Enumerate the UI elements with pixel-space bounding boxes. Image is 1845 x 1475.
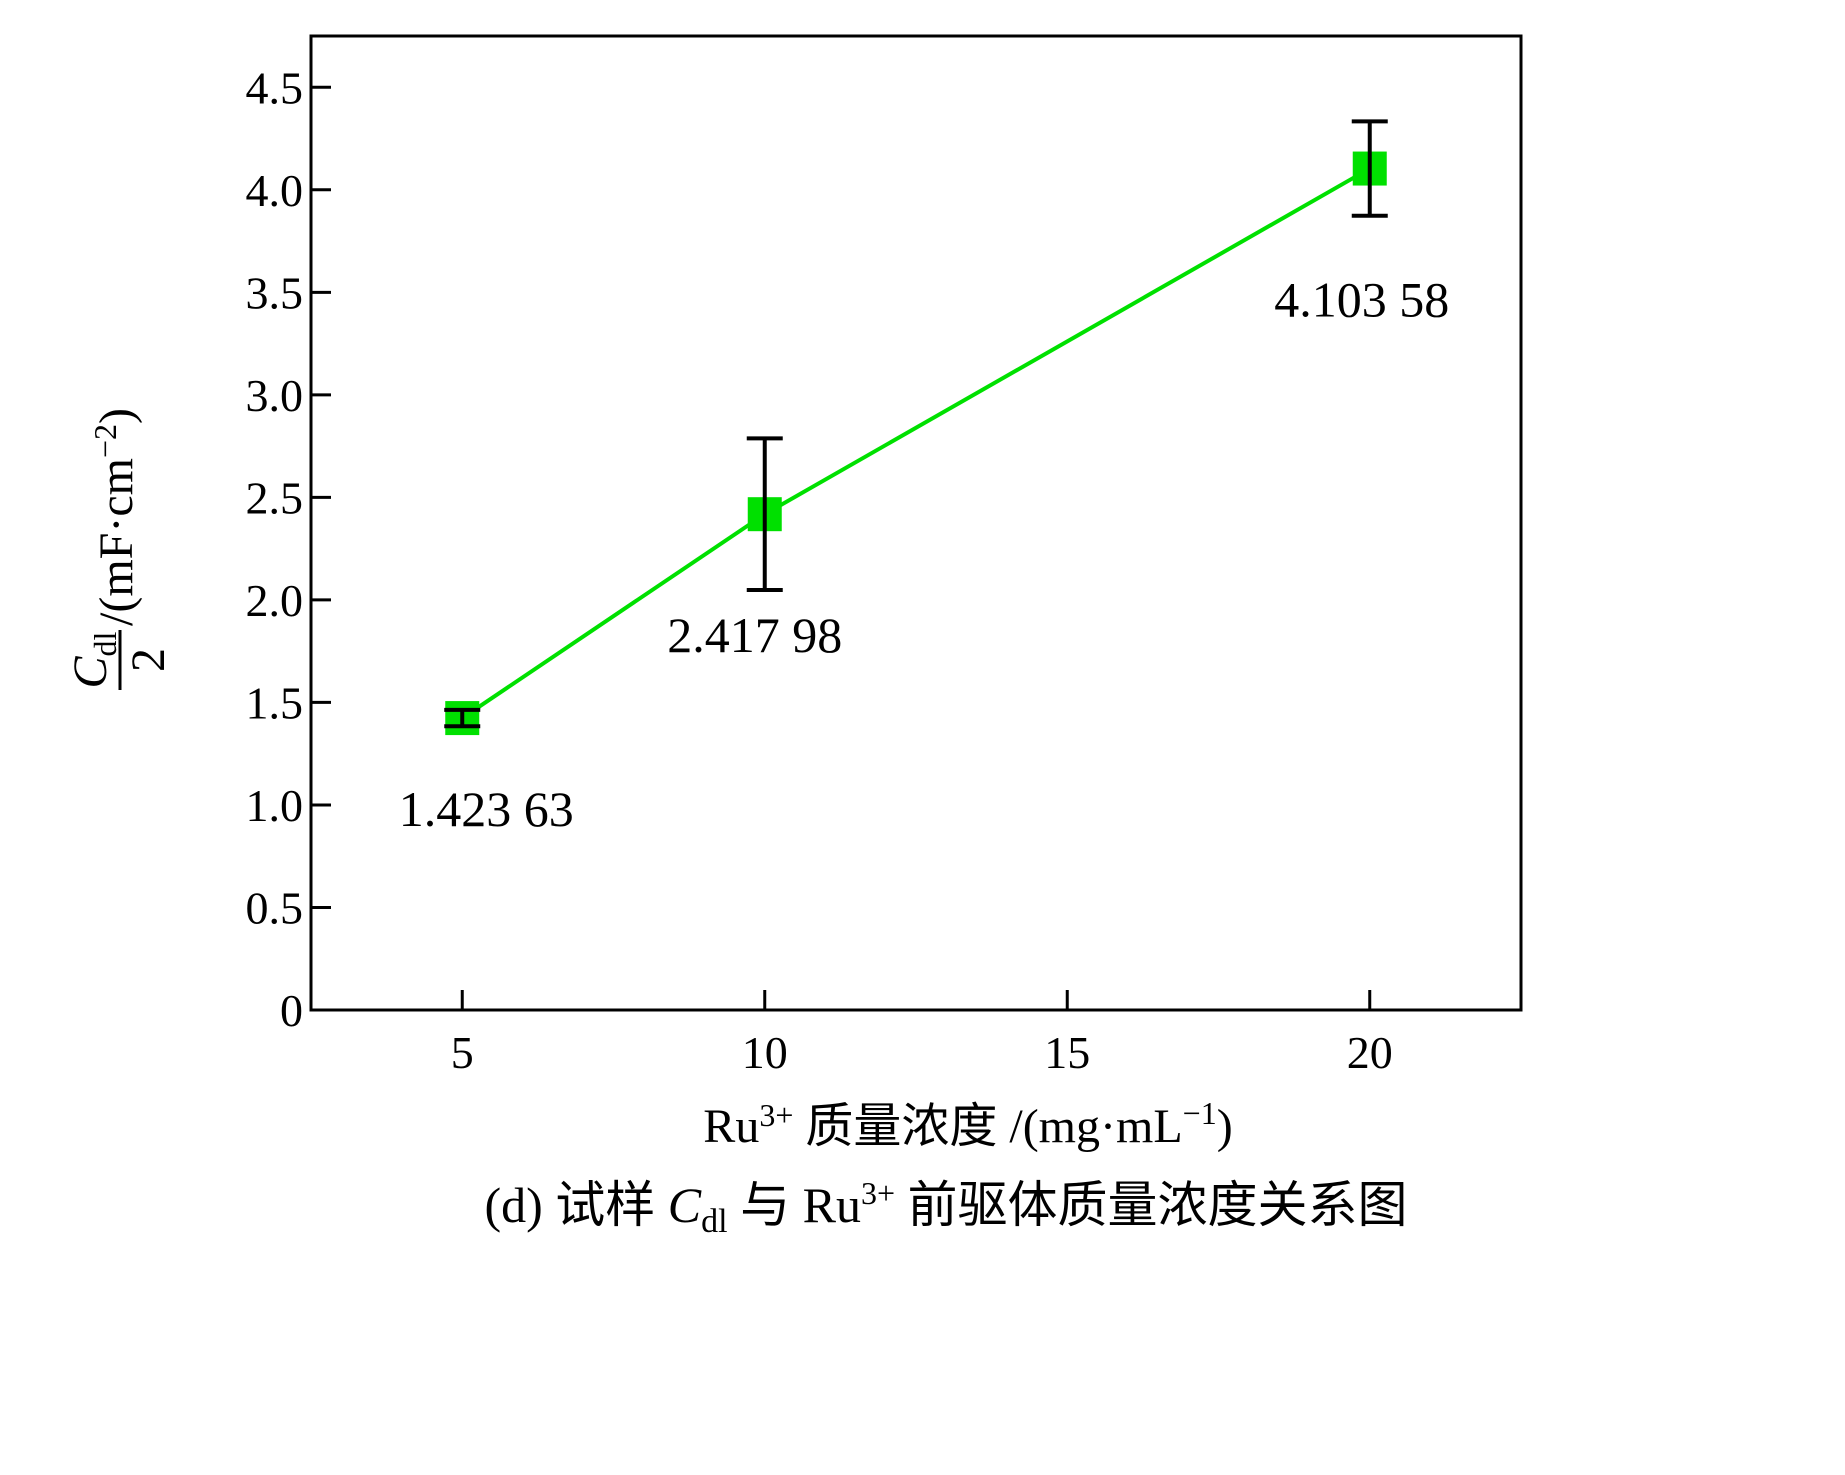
- caption-middle: 与 Ru: [728, 1177, 861, 1233]
- x-tick-label: 20: [1347, 1027, 1393, 1078]
- figure-caption: (d) 试样 Cdl 与 Ru3+ 前驱体质量浓度关系图: [484, 1175, 1407, 1240]
- x-axis-label: Ru3+ 质量浓度 /(mg·mL−1): [703, 1095, 1232, 1153]
- caption-prefix: (d) 试样: [484, 1177, 667, 1233]
- caption-c-sub: dl: [701, 1203, 727, 1240]
- y-tick-label: 1.0: [246, 780, 304, 831]
- x-axis-label-text: 质量浓度 /(mg·mL: [793, 1100, 1182, 1153]
- data-label-group: 1.423 63 2.417 98 4.103 58: [399, 272, 1450, 838]
- y-tick-label: 4.5: [246, 62, 304, 113]
- series-line: [461, 166, 1371, 720]
- y-axis-label: Cdl 2 /(mF·cm−2): [64, 408, 175, 690]
- plot-frame: [309, 34, 1523, 1012]
- y-tick-label: 0.5: [246, 882, 304, 933]
- x-tick-label: 15: [1044, 1027, 1090, 1078]
- x-tick-label: 5: [451, 1027, 474, 1078]
- chart-svg: 0 0.5 1.0 1.5 2.0 2.5 3.0 3.5 4.0 4.5 5 10 15 20 1.42…: [64, 34, 1523, 1240]
- chart: 0 0.5 1.0 1.5 2.0 2.5 3.0 3.5 4.0 4.5 5 10 15 20 1.42…: [64, 34, 1523, 1240]
- y-axis-label-unit-text: /(mF·cm: [90, 458, 143, 626]
- y-axis-label-denominator: 2: [122, 648, 175, 672]
- caption-suffix: 前驱体质量浓度关系图: [895, 1177, 1408, 1233]
- y-tick-label: 2.0: [246, 575, 304, 626]
- error-bar-group: [444, 119, 1388, 729]
- series-line-group: [461, 166, 1371, 720]
- caption-sup: 3+: [861, 1175, 895, 1211]
- y-axis-label-c-sub: dl: [87, 631, 123, 656]
- y-axis-label-close: ): [90, 408, 143, 424]
- data-label: 2.417 98: [667, 607, 842, 663]
- y-axis-label-c: C: [64, 655, 117, 688]
- x-axis-label-close: ): [1217, 1100, 1233, 1153]
- x-axis-label-base: Ru: [703, 1100, 759, 1153]
- y-axis-label-unit: /(mF·cm−2): [87, 408, 143, 626]
- y-tick-label: 0: [280, 985, 303, 1036]
- y-tick-label: 3.0: [246, 370, 304, 421]
- x-axis-label-unit-sup: −1: [1183, 1095, 1217, 1131]
- y-tick-label: 3.5: [246, 267, 304, 318]
- data-label: 4.103 58: [1274, 272, 1449, 328]
- y-axis-label-unit-sup: −2: [87, 424, 123, 458]
- data-label: 1.423 63: [399, 781, 574, 837]
- y-tick-label: 1.5: [246, 677, 304, 728]
- y-tick-label: 2.5: [246, 472, 304, 523]
- x-tick-label: 10: [742, 1027, 788, 1078]
- tick-group: 0 0.5 1.0 1.5 2.0 2.5 3.0 3.5 4.0 4.5 5 10 15 20: [246, 62, 1393, 1078]
- y-axis-label-numerator: Cdl: [64, 631, 123, 688]
- x-axis-label-sup: 3+: [759, 1097, 793, 1133]
- caption-c: C: [668, 1177, 702, 1233]
- y-tick-label: 4.0: [246, 165, 304, 216]
